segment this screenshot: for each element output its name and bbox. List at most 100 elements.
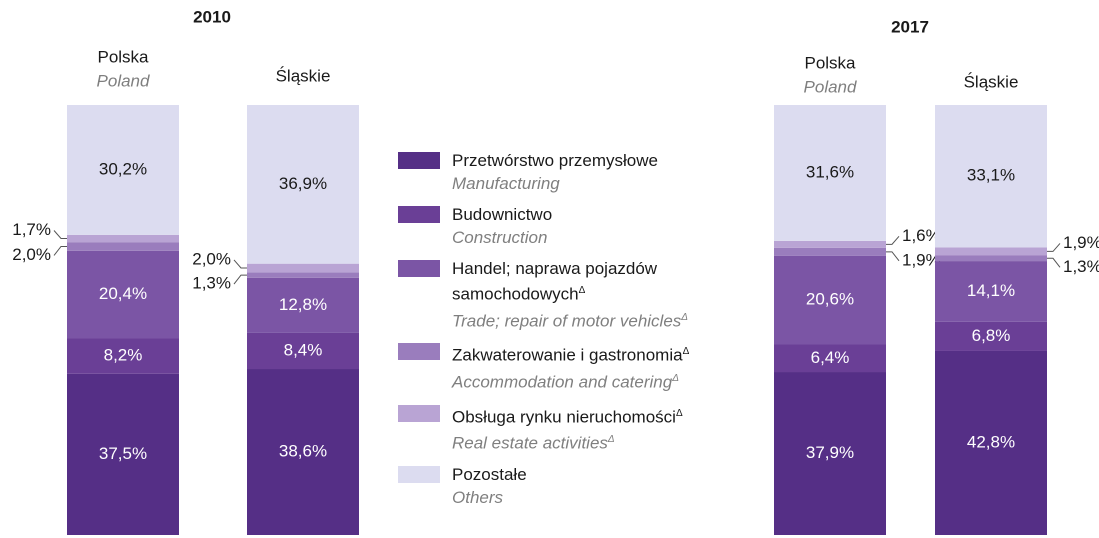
legend-swatch (398, 152, 440, 169)
bar-segment (67, 373, 179, 535)
value-label: 8,4% (284, 340, 323, 359)
note-mark: Δ (681, 311, 688, 323)
legend-text: Zakwaterowanie i gastronomiaΔ Accommodati… (452, 341, 689, 394)
legend-text: Przetwórstwo przemysłowe Manufacturing (452, 150, 658, 196)
legend-item: Przetwórstwo przemysłowe Manufacturing (398, 150, 708, 196)
leader-line (1047, 243, 1061, 252)
value-label: 1,7% (12, 220, 51, 239)
legend-item: Budownictwo Construction (398, 204, 708, 250)
value-label: 37,9% (806, 443, 854, 462)
bar-segment (774, 372, 886, 535)
value-label: 2,0% (192, 249, 231, 268)
legend-name-text: Przetwórstwo przemysłowe (452, 151, 658, 170)
value-label: 20,4% (99, 284, 147, 303)
group-title: 2017 (891, 17, 929, 36)
legend-name-text: Budownictwo (452, 205, 553, 224)
legend-swatch (398, 260, 440, 277)
value-label: 42,8% (967, 432, 1015, 451)
bar-segment (774, 247, 886, 256)
value-label: 1,6% (902, 226, 941, 245)
legend-name-en-text: Others (452, 487, 504, 507)
legend-name-en: Manufacturing (452, 172, 658, 196)
bar-segment (774, 344, 886, 373)
category-label: Śląskie (964, 72, 1019, 91)
legend-name-en-text: Trade; repair of motor vehicles (452, 311, 682, 331)
legend-name-en: Trade; repair of motor vehiclesΔ (452, 306, 708, 334)
legend-item: Zakwaterowanie i gastronomiaΔ Accommodati… (398, 341, 708, 394)
bar-segment (935, 261, 1047, 322)
leader-line (233, 259, 247, 269)
legend-name-text: Pozostałe (452, 464, 527, 484)
legend-name-en-text: Construction (452, 228, 548, 247)
bar-segment (67, 242, 179, 251)
value-label: 1,3% (192, 274, 231, 293)
legend-name: Pozostałe (452, 464, 527, 486)
legend-name-en: Construction (452, 226, 552, 250)
legend-name: Zakwaterowanie i gastronomiaΔ (452, 341, 689, 367)
value-label: 36,9% (279, 174, 327, 193)
bar-segment (247, 332, 359, 370)
legend-text: Obsługa rynku nieruchomościΔ Real estate … (452, 403, 683, 456)
leader-line (886, 251, 900, 262)
leader-line (1047, 257, 1061, 268)
value-label: 20,6% (806, 290, 854, 309)
legend-swatch (398, 465, 440, 483)
note-mark: Δ (675, 407, 683, 419)
leader-line (233, 274, 247, 285)
bar-segment (935, 105, 1047, 248)
legend-name-en: Real estate activitiesΔ (452, 428, 683, 456)
legend-text: Budownictwo Construction (452, 204, 552, 250)
bar-segment (774, 105, 886, 241)
bar-segment (67, 234, 179, 243)
bar-segment (774, 240, 886, 248)
value-label: 12,8% (279, 295, 327, 314)
note-mark: Δ (682, 346, 690, 358)
legend-text: Pozostałe Others (452, 464, 527, 510)
legend: Przetwórstwo przemysłowe Manufacturing Bud… (398, 150, 708, 518)
value-label: 1,3% (1063, 257, 1099, 276)
value-label: 6,8% (972, 326, 1011, 345)
bar-segment (774, 255, 886, 345)
leader-line (53, 230, 67, 240)
value-label: 8,2% (104, 346, 143, 365)
value-label: 1,9% (1063, 233, 1099, 252)
bar-segment (247, 263, 359, 273)
leader-line (886, 235, 900, 245)
bar-segment (247, 272, 359, 278)
legend-name-en: Accommodation and cateringΔ (452, 367, 689, 395)
bar-segment (935, 321, 1047, 351)
value-label: 31,6% (806, 162, 854, 181)
value-label: 38,6% (279, 441, 327, 460)
category-label: Śląskie (276, 66, 331, 85)
note-mark: Δ (578, 285, 586, 296)
legend-swatch (398, 343, 440, 361)
legend-name: Obsługa rynku nieruchomościΔ (452, 403, 683, 429)
legend-item: Obsługa rynku nieruchomościΔ Real estate … (398, 403, 708, 456)
value-label: 33,1% (967, 166, 1015, 185)
value-label: 30,2% (99, 159, 147, 178)
value-label: 37,5% (99, 444, 147, 463)
bar-segment (247, 277, 359, 333)
group-title: 2010 (193, 7, 231, 26)
leader-line (53, 245, 67, 256)
bar-segment (67, 105, 179, 235)
category-subtitle: Poland (97, 71, 150, 90)
legend-name-text: Zakwaterowanie i gastronomia (452, 345, 683, 365)
legend-swatch (398, 206, 440, 223)
legend-name: Handel; naprawa pojazdów samochodowychΔ (452, 258, 708, 306)
bar-segment (67, 338, 179, 374)
legend-name-text: Handel; naprawa pojazdów samochodowych (452, 259, 658, 304)
value-label: 6,4% (811, 348, 850, 367)
legend-name-en-text: Manufacturing (452, 174, 560, 193)
category-label: Polska (97, 47, 149, 66)
bar-segment (67, 250, 179, 339)
legend-name-text: Obsługa rynku nieruchomości (452, 407, 676, 427)
note-mark: Δ (607, 434, 615, 446)
legend-name: Przetwórstwo przemysłowe (452, 150, 658, 172)
bar-segment (935, 255, 1047, 262)
legend-item: Pozostałe Others (398, 464, 708, 510)
legend-name-en-text: Accommodation and catering (452, 372, 673, 392)
legend-text: Handel; naprawa pojazdów samochodowychΔ T… (452, 258, 708, 333)
